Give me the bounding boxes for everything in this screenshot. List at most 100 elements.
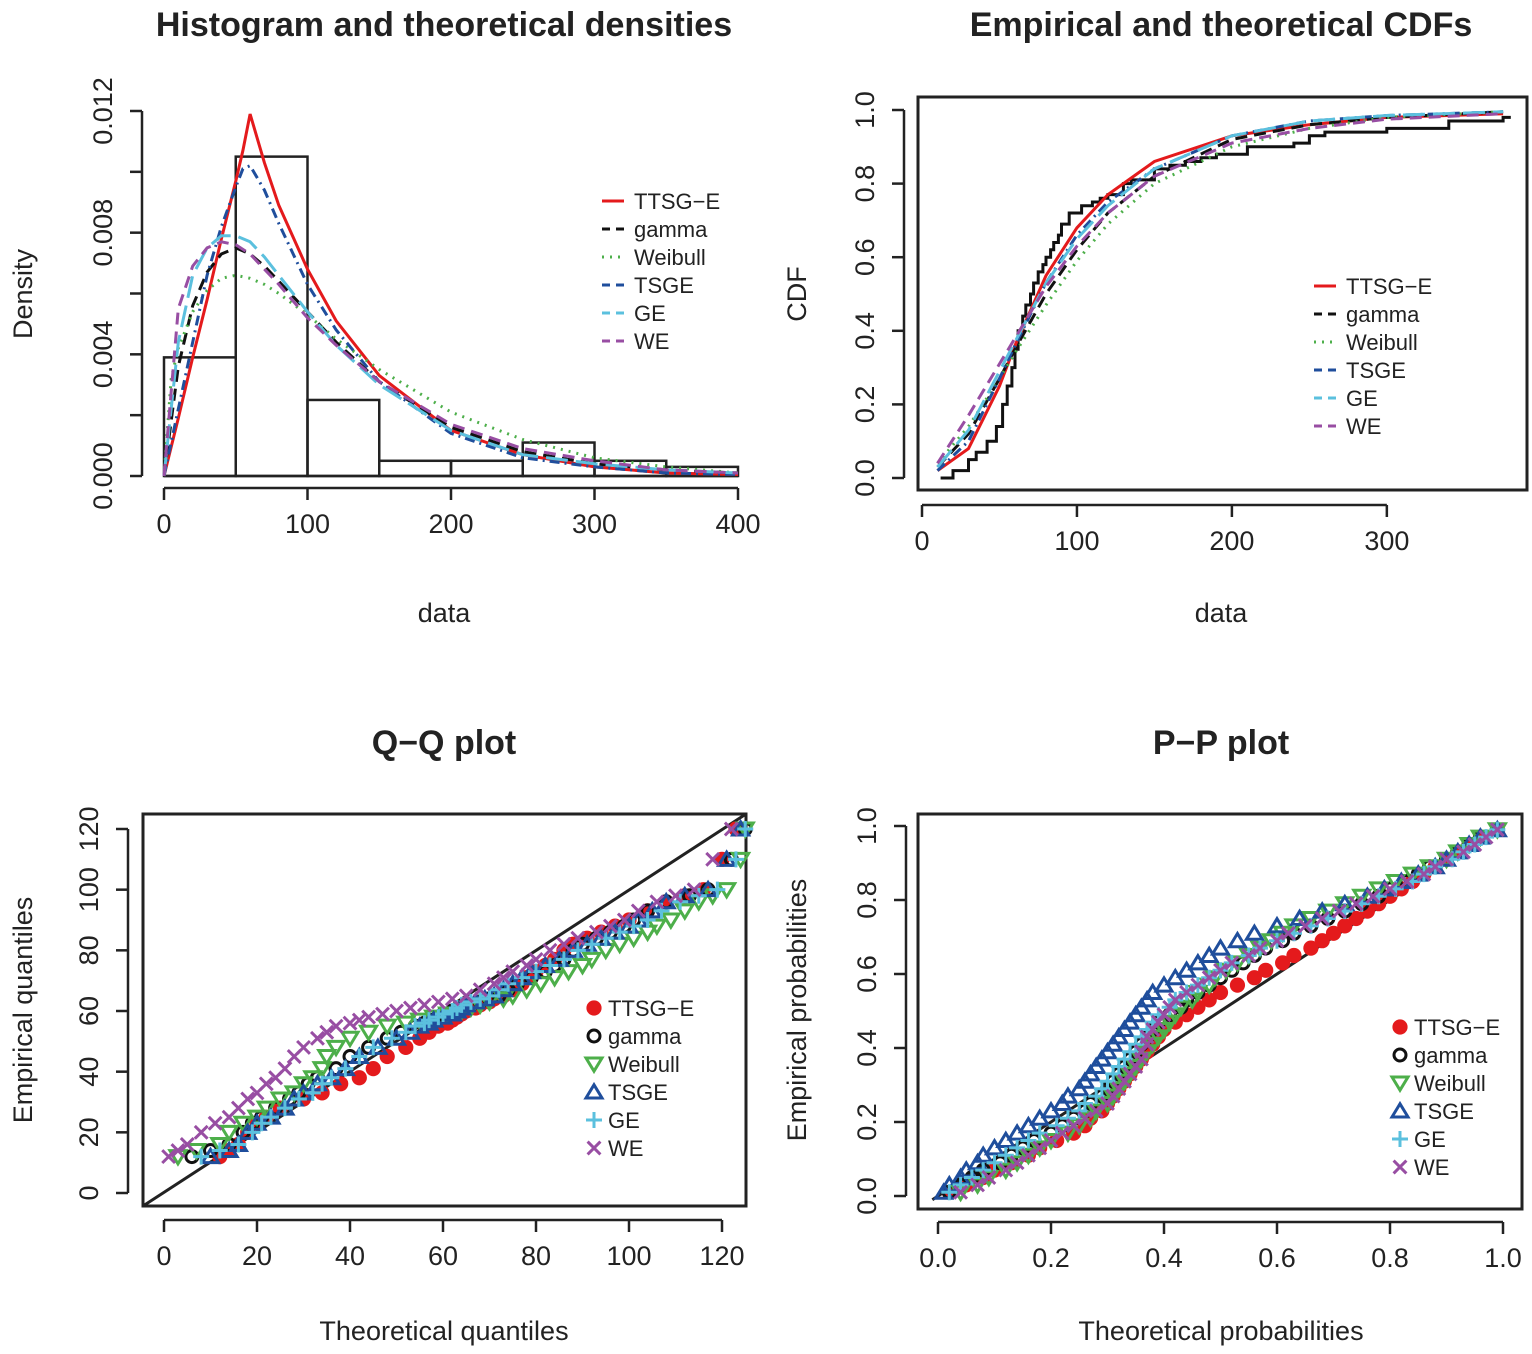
pp-point (1054, 1125, 1070, 1141)
panel-pp-plot: P−P plot Theoretical probabilities Empir… (782, 724, 1524, 1346)
pp-point (1314, 911, 1330, 926)
y-tick-label: 120 (74, 806, 104, 851)
legend-label: Weibull (1346, 330, 1418, 355)
y-tick-label: 1.0 (850, 91, 880, 129)
pp-point (1009, 1155, 1025, 1171)
pp-point (998, 1162, 1014, 1178)
pp-point (1224, 955, 1240, 971)
legend-label: Weibull (634, 245, 706, 270)
qq-point (581, 951, 603, 970)
pp-point (1351, 888, 1373, 907)
legend-swatch (583, 1081, 605, 1100)
qq-point (207, 1115, 223, 1131)
pp-point (1179, 985, 1195, 1000)
pp-point (1258, 962, 1274, 978)
legend-label: TTSG−E (634, 189, 720, 214)
plot-frame (916, 95, 1529, 492)
panel-title: P−P plot (1153, 724, 1289, 762)
density-line (162, 273, 739, 477)
cdf-line (936, 110, 1504, 469)
plot-frame (916, 812, 1524, 1211)
pp-point (1243, 923, 1266, 941)
pp-point (1009, 1139, 1026, 1156)
y-tick-label: 0.2 (852, 1103, 882, 1141)
pp-point (1031, 1125, 1048, 1142)
qq-point (569, 942, 586, 959)
legend-swatch (586, 1140, 602, 1156)
histogram-bar (378, 459, 453, 478)
qq-point (218, 1124, 240, 1143)
legend-label: WE (1346, 414, 1381, 439)
pp-point (1331, 903, 1347, 919)
qq-point (230, 1136, 247, 1153)
pp-point (1399, 874, 1415, 889)
legend-swatch (586, 1028, 602, 1044)
qq-point (253, 1115, 270, 1132)
qq-point (727, 851, 744, 868)
x-tick-label: 0 (156, 509, 171, 539)
pp-point (1212, 984, 1229, 1001)
pp-point (1125, 1059, 1147, 1077)
qq-point (383, 1030, 400, 1047)
pp-point (941, 1184, 958, 1201)
qq-point (276, 1100, 293, 1117)
qq-point (555, 951, 572, 968)
legend: TTSG−E gamma Weibull TSGE GE WE (602, 189, 720, 354)
pp-point (1020, 1132, 1037, 1149)
pp-point (1416, 866, 1432, 882)
x-tick-label: 300 (572, 509, 617, 539)
legend-label: GE (1414, 1127, 1446, 1152)
pp-point (1246, 970, 1262, 986)
qq-point (211, 1142, 228, 1159)
plot-area: 0.0 0.2 0.4 0.6 0.8 1.0 0.0 0.2 0.4 0.6 0.8 1.0 TTSG… (852, 807, 1524, 1273)
x-tick-label: 0.0 (919, 1243, 957, 1273)
legend-label: GE (1346, 386, 1378, 411)
pp-point (970, 1177, 986, 1193)
qq-point (277, 1061, 293, 1077)
panel-title: Histogram and theoretical densities (156, 6, 732, 44)
qq-point (542, 942, 558, 958)
qq-point (723, 821, 739, 837)
pp-point (1455, 844, 1471, 860)
histogram-bar (306, 398, 381, 478)
pp-point (1241, 948, 1257, 963)
qq-point (240, 1091, 256, 1107)
qq-point (361, 1009, 377, 1025)
pp-point (1439, 851, 1454, 867)
qq-point (262, 1109, 279, 1126)
qq-point (209, 1136, 231, 1155)
qq-point (407, 1018, 424, 1035)
qq-point (458, 988, 474, 1004)
pp-point (1275, 955, 1291, 971)
x-tick-label: 1.0 (1484, 1243, 1522, 1273)
y-axis-label: Density (8, 248, 38, 339)
pp-point (1382, 881, 1398, 897)
x-tick-label: 0.2 (1032, 1243, 1070, 1273)
pp-point (1029, 1140, 1051, 1158)
pp-point (1229, 977, 1246, 993)
x-tick-label: 100 (285, 509, 330, 539)
pp-point (1303, 940, 1319, 956)
qq-point (258, 1076, 274, 1092)
qq-point (337, 1060, 354, 1077)
y-tick-label: 0.0 (850, 459, 880, 497)
legend-swatch (1389, 1075, 1411, 1094)
y-tick-label: 0.8 (852, 881, 882, 919)
pp-point (963, 1169, 980, 1186)
qq-point (495, 970, 511, 986)
legend-label: WE (1414, 1155, 1449, 1180)
x-tick-label: 80 (521, 1241, 551, 1271)
pp-point (1088, 1103, 1104, 1119)
qq-point (170, 1143, 186, 1158)
qq-point (686, 882, 702, 898)
y-tick-label: 0.008 (88, 199, 118, 267)
pp-point (1489, 822, 1505, 838)
pp-point (1365, 888, 1381, 904)
pp-point (981, 1170, 997, 1185)
pp-point (1096, 1096, 1119, 1114)
x-axis-label: Theoretical quantiles (319, 1316, 568, 1346)
legend-label: TSGE (1414, 1099, 1474, 1124)
qq-point (557, 964, 580, 982)
x-tick-label: 200 (428, 509, 473, 539)
qq-point (556, 936, 572, 952)
